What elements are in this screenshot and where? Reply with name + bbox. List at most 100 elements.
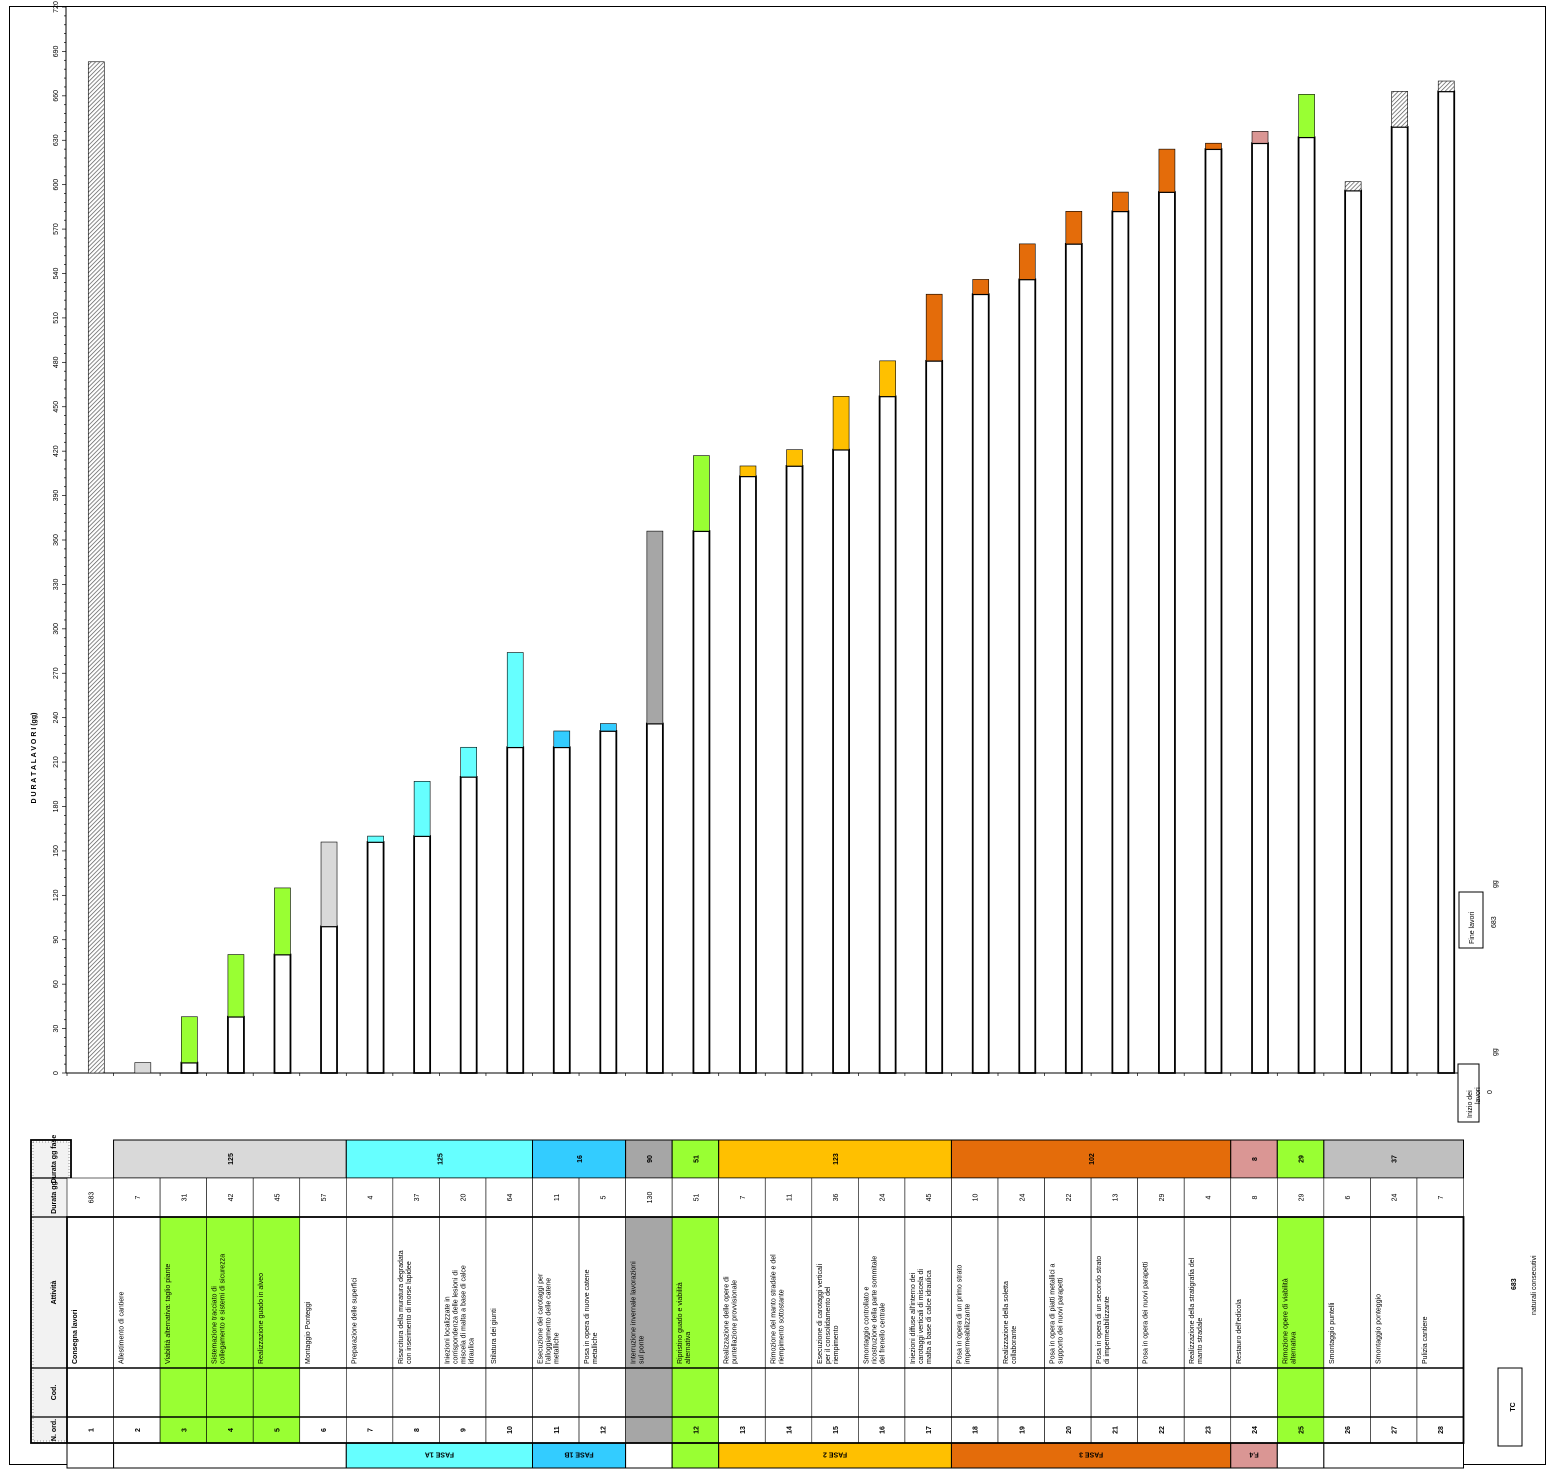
activity-number: 18 — [973, 1426, 980, 1434]
activity-label: Esecuzione di carotaggi verticali — [817, 1264, 824, 1364]
activity-duration: 45 — [274, 1194, 281, 1202]
cod-cell — [1370, 1367, 1418, 1418]
duration-cell — [764, 1177, 813, 1218]
phase-duration: 37 — [1392, 1155, 1399, 1163]
activity-number: 9 — [461, 1428, 468, 1432]
activity-number: 1 — [88, 1428, 95, 1432]
activity-label: per il consolidamento del — [825, 1286, 832, 1364]
y-tick-label: 480 — [53, 356, 60, 368]
y-tick-label: 240 — [53, 712, 60, 724]
activity-cell — [113, 1216, 161, 1369]
duration-cell — [66, 1177, 114, 1218]
activity-duration: 51 — [693, 1194, 700, 1202]
duration-cell — [1183, 1177, 1232, 1218]
activity-duration: 24 — [1392, 1194, 1399, 1202]
activity-number: 21 — [1112, 1426, 1119, 1434]
activity-label: puntellazione provvisionale — [732, 1280, 739, 1364]
tc-label: TC — [1510, 1402, 1517, 1411]
activity-duration: 130 — [647, 1192, 654, 1204]
bar-offset — [366, 841, 385, 1074]
activity-duration: 7 — [1438, 1195, 1445, 1199]
cod-cell — [113, 1367, 161, 1418]
bar-duration — [134, 1062, 152, 1074]
cod-cell — [206, 1367, 254, 1418]
y-tick-label: 570 — [53, 223, 60, 235]
phase-duration: 125 — [437, 1153, 444, 1165]
fase-label-cell — [1230, 1442, 1278, 1469]
activity-duration: 29 — [1159, 1194, 1166, 1202]
bar-offset — [1437, 90, 1456, 1074]
activity-number: 13 — [740, 1426, 747, 1434]
activity-duration: 22 — [1066, 1194, 1073, 1202]
activity-duration: 4 — [368, 1195, 375, 1199]
bar-duration — [506, 652, 524, 748]
number-cell — [1137, 1416, 1185, 1444]
y-tick-label: 300 — [53, 623, 60, 635]
inizio-label-2: lavori — [1475, 1087, 1482, 1104]
bar-offset — [692, 530, 711, 1074]
y-axis-title: D U R A T A L A V O R I (gg) — [31, 713, 38, 804]
activity-cell — [1137, 1216, 1185, 1369]
bar-offset — [552, 746, 571, 1074]
activity-label: Iniezioni localizzate in — [444, 1296, 451, 1364]
cod-cell — [764, 1367, 813, 1418]
bar-offset — [925, 359, 944, 1074]
fase-label: FASE 3 — [1079, 1451, 1103, 1458]
total-text: naturali consecutivi — [1531, 1255, 1538, 1315]
bar-duration — [87, 61, 105, 1074]
bar-duration — [972, 279, 990, 295]
duration-cell — [159, 1177, 207, 1218]
y-tick-label: 510 — [53, 312, 60, 324]
bar-duration — [1298, 94, 1315, 138]
bar-offset — [273, 953, 292, 1074]
header-cod: Cod. — [51, 1385, 58, 1401]
bar-duration — [274, 887, 291, 955]
activity-label: alternativa — [685, 1332, 692, 1364]
activity-number: 10 — [507, 1426, 514, 1434]
bar-offset — [645, 722, 664, 1074]
activity-cell — [1370, 1216, 1418, 1369]
activity-label: l'alloggiamento delle catene — [546, 1278, 553, 1364]
header-n: N. ord. — [51, 1419, 58, 1441]
activity-label: Montaggio Ponteggi — [305, 1301, 312, 1364]
number-cell — [485, 1416, 533, 1444]
bar-duration — [646, 530, 664, 724]
activity-duration: 7 — [135, 1195, 142, 1199]
cod-cell — [159, 1367, 207, 1418]
fase-label-cell — [345, 1442, 533, 1469]
cod-cell — [1137, 1367, 1185, 1418]
inizio-box — [1457, 1063, 1480, 1123]
activity-duration: 683 — [88, 1192, 95, 1204]
bar-duration — [1391, 91, 1408, 128]
duration-cell — [1277, 1177, 1325, 1218]
bar-duration — [1018, 243, 1036, 280]
bar-offset — [506, 746, 525, 1074]
activity-label: Preparazione delle superfici — [351, 1277, 358, 1364]
activity-duration: 31 — [181, 1194, 188, 1202]
activity-duration: 13 — [1112, 1194, 1119, 1202]
cod-cell — [1183, 1367, 1232, 1418]
header-activity: Attività — [51, 1281, 58, 1305]
activity-label: Posa in opera dei nuovi parapetti — [1143, 1261, 1150, 1364]
activity-label: Risarcitura della muratura degradata — [398, 1250, 405, 1364]
activity-duration: 7 — [740, 1195, 747, 1199]
table-border — [66, 1216, 1465, 1444]
duration-cell — [532, 1177, 580, 1218]
number-cell — [392, 1416, 440, 1444]
activity-duration: 6 — [1345, 1195, 1352, 1199]
phase-duration: 90 — [647, 1155, 654, 1163]
activity-number: 12 — [600, 1426, 607, 1434]
activity-label: Iniezioni diffuse all'interno dei — [910, 1272, 917, 1364]
activity-label: impermeabilizzante — [964, 1304, 971, 1364]
activity-cell — [1277, 1216, 1325, 1369]
bar-duration — [227, 954, 245, 1018]
duration-cell — [206, 1177, 254, 1218]
phase-cell — [950, 1139, 1232, 1179]
activity-label: Posa in opera di un primo strato — [956, 1265, 963, 1364]
bar-offset — [1018, 278, 1037, 1074]
duration-cell — [299, 1177, 347, 1218]
bars-group — [87, 61, 1456, 1074]
cod-cell — [1230, 1367, 1278, 1418]
activity-label: Stilatura dei giunti — [491, 1308, 498, 1364]
activity-label: riempimento sottostante — [778, 1289, 785, 1364]
